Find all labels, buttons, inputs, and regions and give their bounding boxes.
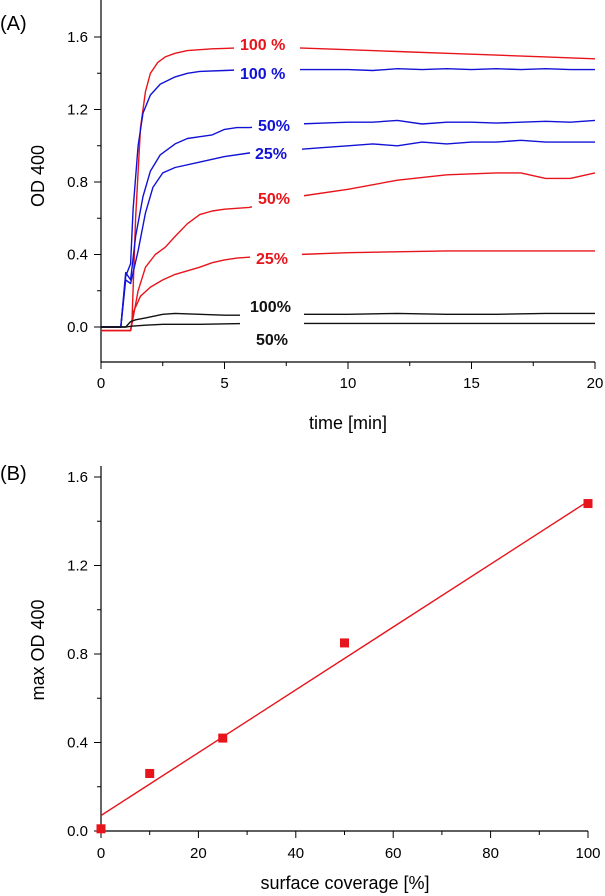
- y-tick-label: 1.6: [67, 469, 88, 486]
- panel-b: (B) 0 20 40 60 80 100 0.0 0.4 0.8 1.2 1.6 surface…: [0, 463, 601, 893]
- panel-a-x-ticks: 0 5 10 15 20: [97, 362, 604, 392]
- x-tick-label: 20: [190, 845, 207, 862]
- label-red-25: 25%: [256, 251, 288, 268]
- data-point: [96, 824, 106, 834]
- panel-a-annotations: 100 % 100 % 50% 25% 50% 25% 100% 50%: [234, 33, 304, 349]
- y-tick-label: 1.2: [67, 102, 88, 119]
- label-red-100: 100 %: [240, 37, 285, 54]
- fit-line: [100, 500, 589, 817]
- panel-b-label: (B): [0, 463, 27, 485]
- data-point: [218, 733, 228, 743]
- data-point: [583, 499, 593, 509]
- x-tick-label: 100: [575, 845, 600, 862]
- panel-a-label: (A): [0, 13, 27, 35]
- y-tick-label: 0.4: [67, 735, 88, 752]
- series-line: [101, 139, 595, 328]
- data-point: [340, 638, 349, 648]
- label-blue-100: 100 %: [240, 66, 285, 83]
- label-blue-25: 25%: [255, 146, 287, 163]
- y-tick-label: 1.2: [67, 558, 88, 575]
- annotation-bg: [252, 114, 304, 136]
- y-tick-label: 1.6: [67, 29, 88, 46]
- annotation-bg: [240, 296, 304, 338]
- label-black-100: 100%: [250, 299, 291, 316]
- x-tick-label: 40: [287, 845, 304, 862]
- x-tick-label: 60: [385, 845, 402, 862]
- x-tick-label: 5: [220, 375, 228, 392]
- annotation-bg: [250, 247, 302, 269]
- panel-b-points: [96, 499, 593, 834]
- y-tick-label: 0.0: [67, 319, 88, 336]
- series-line: [101, 312, 595, 328]
- y-tick-label: 0.8: [67, 174, 88, 191]
- data-point: [145, 768, 155, 778]
- label-red-50: 50%: [258, 191, 290, 208]
- series-line: [101, 119, 596, 328]
- y-tick-label: 0.0: [67, 823, 88, 840]
- series-line: [101, 47, 596, 332]
- panel-b-y-ticks: 0.0 0.4 0.8 1.2 1.6: [67, 469, 101, 840]
- series-line: [101, 172, 596, 332]
- panel-a: (A) 0 5 10 15 20 0.00.40.81.21.6 time [min] …: [0, 0, 603, 433]
- series-line: [101, 250, 595, 332]
- x-tick-label: 15: [463, 375, 480, 392]
- x-tick-label: 0: [97, 375, 105, 392]
- x-tick-label: 10: [340, 375, 357, 392]
- label-blue-50: 50%: [258, 118, 290, 135]
- x-tick-label: 80: [482, 845, 499, 862]
- series-line: [101, 322, 595, 328]
- panel-a-y-ticks: 0.0 0.4 0.8 1.2 1.6: [67, 29, 101, 336]
- panel-b-x-ticks: 0 20 40 60 80 100: [97, 831, 601, 862]
- annotation-bg: [252, 187, 304, 209]
- panel-b-fit: [100, 500, 589, 817]
- y-tick-label: 0.4: [67, 247, 88, 264]
- x-tick-label: 0: [97, 845, 105, 862]
- panel-b-x-label: surface coverage [%]: [260, 873, 429, 893]
- annotation-bg: [234, 33, 300, 55]
- panel-a-series: [101, 47, 596, 332]
- label-black-50: 50%: [256, 332, 288, 349]
- panel-b-y-label: max OD 400: [28, 599, 48, 700]
- panel-a-x-label: time [min]: [309, 413, 387, 433]
- y-tick-label: 0.8: [67, 646, 88, 663]
- series-line: [101, 67, 595, 328]
- annotation-bg: [250, 142, 302, 164]
- panel-a-y-label: OD 400: [28, 145, 48, 207]
- panel-b-axes: [100, 466, 588, 832]
- annotation-bg: [234, 61, 300, 83]
- panel-a-axes: [100, 0, 595, 363]
- x-tick-label: 20: [587, 375, 604, 392]
